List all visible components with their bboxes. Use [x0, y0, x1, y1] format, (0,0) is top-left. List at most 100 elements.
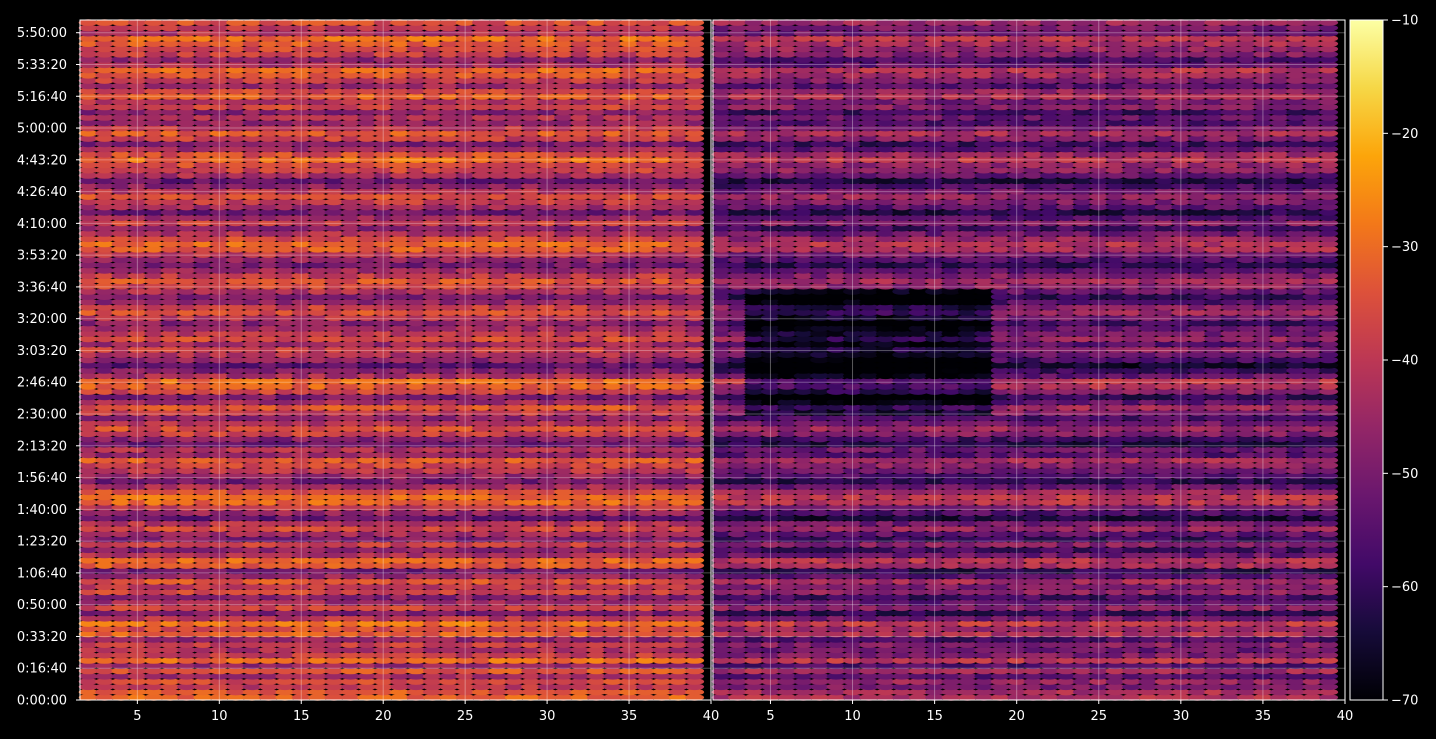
heatmap-cell — [259, 641, 278, 648]
heatmap-cell — [78, 673, 98, 680]
heatmap-cell — [422, 678, 442, 685]
heatmap-cell — [259, 646, 278, 654]
heatmap-cell — [521, 636, 541, 643]
heatmap-cell — [652, 641, 672, 648]
heatmap-cell — [586, 678, 606, 685]
heatmap-cell — [357, 683, 377, 691]
heatmap-cell — [422, 667, 442, 675]
heatmap-cell — [373, 683, 393, 691]
heatmap-cell — [357, 651, 377, 659]
heatmap-cell — [275, 657, 295, 664]
heatmap-cell — [308, 667, 328, 675]
heatmap-cell — [340, 694, 360, 701]
heatmap-cell — [472, 641, 491, 648]
heatmap-cell — [455, 646, 475, 654]
heatmap-cell — [619, 657, 639, 664]
heatmap-cell — [127, 667, 147, 675]
heatmap-cell — [127, 630, 147, 638]
heatmap-cell — [570, 667, 590, 675]
heatmap-cell — [177, 636, 196, 643]
heatmap-cell — [455, 683, 475, 691]
heatmap-cell — [78, 683, 98, 691]
heatmap-cell — [144, 678, 164, 685]
heatmap-cell — [554, 657, 573, 664]
heatmap-cell — [472, 683, 491, 691]
heatmap-cell — [275, 641, 295, 648]
heatmap-cell — [570, 636, 590, 643]
heatmap-cell — [209, 662, 229, 669]
heatmap-cell — [406, 694, 426, 701]
heatmap-cell — [275, 636, 295, 643]
heatmap-cell — [144, 657, 164, 664]
heatmap-cell — [127, 694, 147, 701]
heatmap-cell — [472, 657, 491, 664]
heatmap-cell — [209, 673, 229, 680]
heatmap-cell — [308, 641, 328, 648]
heatmap-cell — [603, 651, 623, 659]
heatmap-cell — [668, 662, 688, 669]
heatmap-cell — [603, 630, 623, 638]
heatmap-cell — [603, 636, 623, 643]
heatmap-cell — [324, 641, 344, 648]
heatmap-cell — [242, 678, 262, 685]
heatmap-cell — [160, 694, 180, 701]
heatmap-cell — [209, 678, 229, 685]
heatmap-cell — [226, 667, 246, 675]
heatmap-cell — [406, 683, 426, 691]
heatmap-cell — [177, 651, 196, 659]
heatmap-cell — [439, 662, 459, 669]
heatmap-cell — [226, 662, 246, 669]
heatmap-cell — [193, 636, 213, 643]
heatmap-cell — [488, 673, 508, 680]
heatmap-cell — [291, 694, 311, 701]
heatmap-cell — [95, 688, 115, 696]
heatmap-cell — [160, 646, 180, 654]
heatmap-cell — [193, 625, 213, 633]
heatmap-cell — [668, 678, 688, 685]
heatmap-cell — [160, 688, 180, 696]
heatmap-cell — [652, 683, 672, 691]
heatmap-cell — [586, 657, 606, 664]
heatmap-cell — [144, 646, 164, 654]
heatmap-cell — [226, 636, 246, 643]
heatmap-cell — [275, 667, 295, 675]
heatmap-cell — [603, 694, 623, 701]
heatmap-cell — [111, 694, 131, 701]
heatmap-cell — [685, 662, 705, 669]
heatmap-cell — [504, 651, 524, 659]
heatmap-cell — [95, 678, 115, 685]
heatmap-cell — [570, 683, 590, 691]
heatmap-cell — [209, 646, 229, 654]
heatmap-cell — [275, 694, 295, 701]
heatmap-cell — [78, 625, 98, 633]
heatmap-cell — [570, 688, 590, 696]
heatmap-cell — [291, 636, 311, 643]
heatmap-cell — [160, 667, 180, 675]
heatmap-cell — [504, 657, 524, 664]
heatmap-cell — [537, 688, 557, 696]
heatmap-cell — [390, 688, 410, 696]
heatmap-cell — [242, 630, 262, 638]
heatmap-cell — [357, 688, 377, 696]
heatmap-cell — [78, 636, 98, 643]
heatmap-cell — [209, 630, 229, 638]
heatmap-cell — [308, 630, 328, 638]
heatmap-cell — [340, 630, 360, 638]
heatmap-cell — [226, 673, 246, 680]
heatmap-cell — [537, 694, 557, 701]
heatmap-cell — [144, 683, 164, 691]
heatmap-cell — [226, 683, 246, 691]
heatmap-cell — [586, 651, 606, 659]
heatmap-cell — [554, 641, 573, 648]
heatmap-cell — [193, 667, 213, 675]
heatmap-cell — [504, 694, 524, 701]
heatmap-cell — [472, 630, 491, 638]
heatmap-cell — [422, 657, 442, 664]
heatmap-cell — [291, 651, 311, 659]
heatmap-cell — [275, 678, 295, 685]
heatmap-cell — [357, 678, 377, 685]
heatmap-cell — [537, 678, 557, 685]
heatmap-cell — [422, 636, 442, 643]
heatmap-cell — [242, 651, 262, 659]
heatmap-cell — [488, 641, 508, 648]
